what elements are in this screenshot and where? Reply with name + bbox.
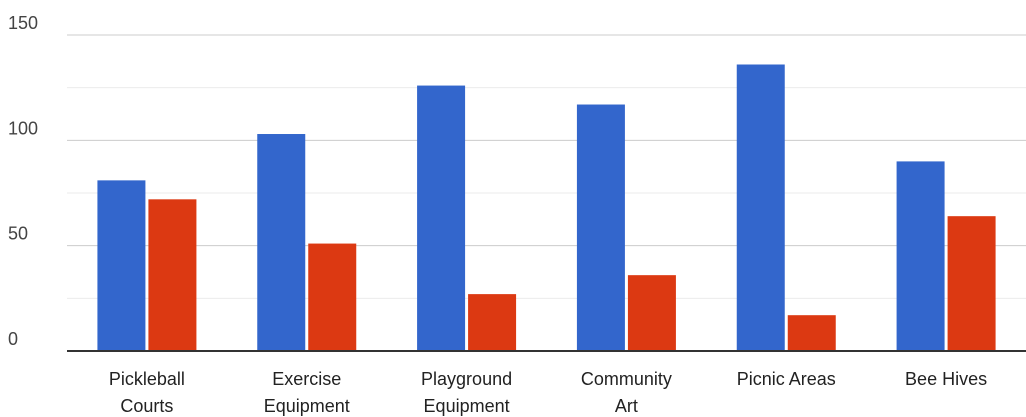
bar-series-2 xyxy=(947,216,996,351)
bar-series-1 xyxy=(417,85,466,351)
x-category-label: Community xyxy=(581,369,672,389)
grid-lines xyxy=(67,34,1026,299)
bar-series-1 xyxy=(896,161,945,351)
x-category-label: Courts xyxy=(120,396,173,416)
x-category-label: Picnic Areas xyxy=(737,369,836,389)
y-tick-label: 0 xyxy=(8,329,18,349)
x-category-label: Equipment xyxy=(424,396,510,416)
y-axis-tick-labels: 0 50 100 150 xyxy=(8,13,38,349)
y-tick-label: 150 xyxy=(8,13,38,33)
x-category-label: Equipment xyxy=(264,396,350,416)
y-tick-label: 100 xyxy=(8,118,38,138)
x-category-label: Pickleball xyxy=(109,369,185,389)
y-tick-label: 50 xyxy=(8,224,28,244)
x-category-label: Playground xyxy=(421,369,512,389)
bars xyxy=(97,64,996,352)
x-category-label: Art xyxy=(615,396,638,416)
x-category-label: Bee Hives xyxy=(905,369,987,389)
x-category-label: Exercise xyxy=(272,369,341,389)
bar-series-2 xyxy=(627,275,676,351)
bar-series-1 xyxy=(257,134,306,351)
bar-series-2 xyxy=(308,243,357,351)
x-axis-category-labels: Pickleball Courts Exercise Equipment Playgro… xyxy=(109,369,987,416)
bar-series-1 xyxy=(97,180,146,351)
bar-series-2 xyxy=(468,294,517,351)
bar-series-2 xyxy=(148,199,197,351)
bar-series-1 xyxy=(576,104,625,352)
bar-series-2 xyxy=(787,315,836,351)
bar-series-1 xyxy=(736,64,785,351)
